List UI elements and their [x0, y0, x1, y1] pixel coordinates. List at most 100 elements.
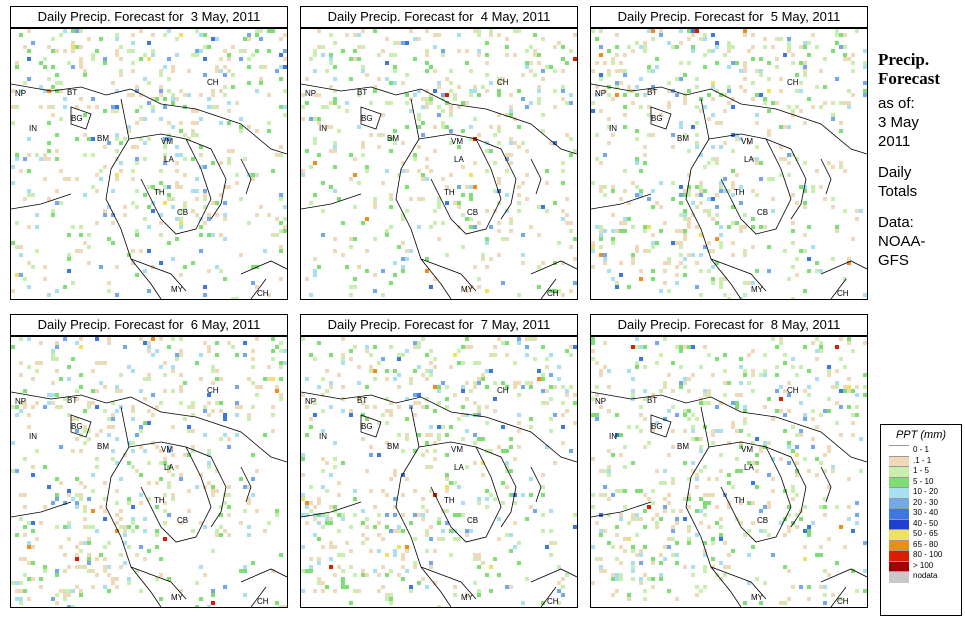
forecast-panel-5: Daily Precip. Forecast for 7 May, 2011 NP… — [300, 314, 578, 608]
legend-swatch — [889, 455, 909, 467]
legend-entry: 20 - 30 — [881, 497, 961, 509]
country-boundaries — [301, 83, 577, 299]
legend-swatch — [889, 476, 909, 488]
country-label-ch: CH — [207, 386, 219, 395]
legend-entry: 50 - 65 — [881, 529, 961, 541]
country-label-vm: VM — [451, 445, 463, 454]
country-label-np: NP — [15, 89, 26, 98]
legend-range: 50 - 65 — [913, 529, 938, 538]
country-label-vm: VM — [161, 445, 173, 454]
country-label-la: LA — [454, 155, 464, 164]
country-label-in: IN — [29, 432, 37, 441]
country-label-la: LA — [164, 463, 174, 472]
precip-map: NPBTBGINCHBMVMLATHCBMYIDCH — [300, 28, 578, 300]
country-label-my: MY — [171, 285, 184, 294]
country-boundaries — [591, 391, 867, 607]
country-label-bg: BG — [71, 114, 83, 123]
legend-entry: 1 - 5 — [881, 466, 961, 478]
legend-swatch — [889, 529, 909, 541]
country-label-vm: VM — [161, 137, 173, 146]
forecast-panel-6: Daily Precip. Forecast for 8 May, 2011 NP… — [590, 314, 868, 608]
country-label-bm: BM — [387, 134, 399, 143]
info-asof-label: as of: — [878, 95, 915, 112]
legend-entry: nodata — [881, 571, 961, 583]
country-boundaries — [301, 391, 577, 607]
country-label-bm: BM — [677, 134, 689, 143]
country-label-np: NP — [595, 89, 606, 98]
country-label-vm: VM — [741, 445, 753, 454]
info-data-source2: GFS — [878, 252, 909, 269]
country-label-np: NP — [15, 397, 26, 406]
info-daily: Daily — [878, 164, 912, 181]
info-data-source1: NOAA- — [878, 233, 926, 250]
forecast-panel-4: Daily Precip. Forecast for 6 May, 2011 NP… — [10, 314, 288, 608]
legend-swatch — [889, 518, 909, 530]
panel-title: Daily Precip. Forecast for 7 May, 2011 — [300, 314, 578, 336]
country-label-ch: CH — [497, 386, 509, 395]
legend-swatch — [889, 508, 909, 520]
legend-title: PPT (mm) — [895, 429, 947, 441]
country-label-bm: BM — [97, 134, 109, 143]
legend-swatch — [889, 550, 909, 562]
precip-map: NPBTBGINCHBMVMLATHCBMYIDCH — [10, 28, 288, 300]
country-label-th: TH — [734, 496, 745, 505]
precip-field — [301, 29, 577, 297]
country-label-la: LA — [744, 155, 754, 164]
country-label-bg: BG — [361, 114, 373, 123]
precip-field — [591, 29, 867, 299]
country-label-in: IN — [319, 432, 327, 441]
country-label-vm: VM — [451, 137, 463, 146]
info-title-line2: Forecast — [878, 69, 940, 88]
legend-swatch — [889, 497, 909, 509]
precip-field — [301, 337, 577, 607]
precip-field — [591, 337, 867, 605]
country-label-la: LA — [454, 463, 464, 472]
panel-title: Daily Precip. Forecast for 8 May, 2011 — [590, 314, 868, 336]
precip-map-svg: NPBTBGINCHBMVMLATHCBMYIDCH — [11, 29, 287, 299]
country-label-th: TH — [734, 188, 745, 197]
country-label-cb: CB — [177, 516, 188, 525]
country-label-ch: CH — [257, 289, 269, 298]
legend-entry: 0 - 1 — [881, 445, 961, 457]
legend-entry: 10 - 20 — [881, 487, 961, 499]
forecast-panel-3: Daily Precip. Forecast for 5 May, 2011 NP… — [590, 6, 868, 300]
precip-map-svg: NPBTBGINCHBMVMLATHCBMYIDCH — [301, 29, 577, 299]
precip-map: NPBTBGINCHBMVMLATHCBMYIDCH — [10, 336, 288, 608]
legend-swatch — [889, 445, 909, 457]
legend-range: 65 - 80 — [913, 539, 938, 549]
country-label-bt: BT — [67, 88, 77, 97]
country-label-ch: CH — [547, 289, 559, 298]
country-label-bg: BG — [71, 422, 83, 431]
country-boundaries — [11, 83, 287, 299]
country-label-in: IN — [609, 124, 617, 133]
country-label-cb: CB — [757, 516, 768, 525]
precip-map-svg: NPBTBGINCHBMVMLATHCBMYIDCH — [591, 29, 867, 299]
country-boundaries — [11, 391, 287, 607]
country-label-vm: VM — [741, 137, 753, 146]
country-label-np: NP — [305, 397, 316, 406]
country-label-bg: BG — [651, 422, 663, 431]
info-year: 2011 — [878, 133, 911, 150]
country-label-my: MY — [171, 593, 184, 602]
panel-title: Daily Precip. Forecast for 5 May, 2011 — [590, 6, 868, 28]
country-label-cb: CB — [467, 516, 478, 525]
country-boundaries — [591, 83, 867, 299]
country-label-ch: CH — [547, 597, 559, 606]
country-label-bt: BT — [357, 396, 367, 405]
legend-range: 5 - 10 — [913, 476, 934, 486]
panel-title: Daily Precip. Forecast for 6 May, 2011 — [10, 314, 288, 336]
country-label-ch: CH — [837, 597, 849, 606]
country-label-bt: BT — [647, 88, 657, 97]
legend-entry: 5 - 10 — [881, 476, 961, 488]
panel-title: Daily Precip. Forecast for 4 May, 2011 — [300, 6, 578, 28]
precip-map-svg: NPBTBGINCHBMVMLATHCBMYIDCH — [591, 337, 867, 607]
country-label-in: IN — [609, 432, 617, 441]
precip-map: NPBTBGINCHBMVMLATHCBMYIDCH — [590, 336, 868, 608]
country-label-ch: CH — [837, 289, 849, 298]
country-label-my: MY — [461, 285, 474, 294]
country-label-my: MY — [751, 593, 764, 602]
info-title-line1: Precip. — [878, 50, 930, 69]
forecast-panel-2: Daily Precip. Forecast for 4 May, 2011 NP… — [300, 6, 578, 300]
legend-range: 30 - 40 — [913, 508, 938, 517]
